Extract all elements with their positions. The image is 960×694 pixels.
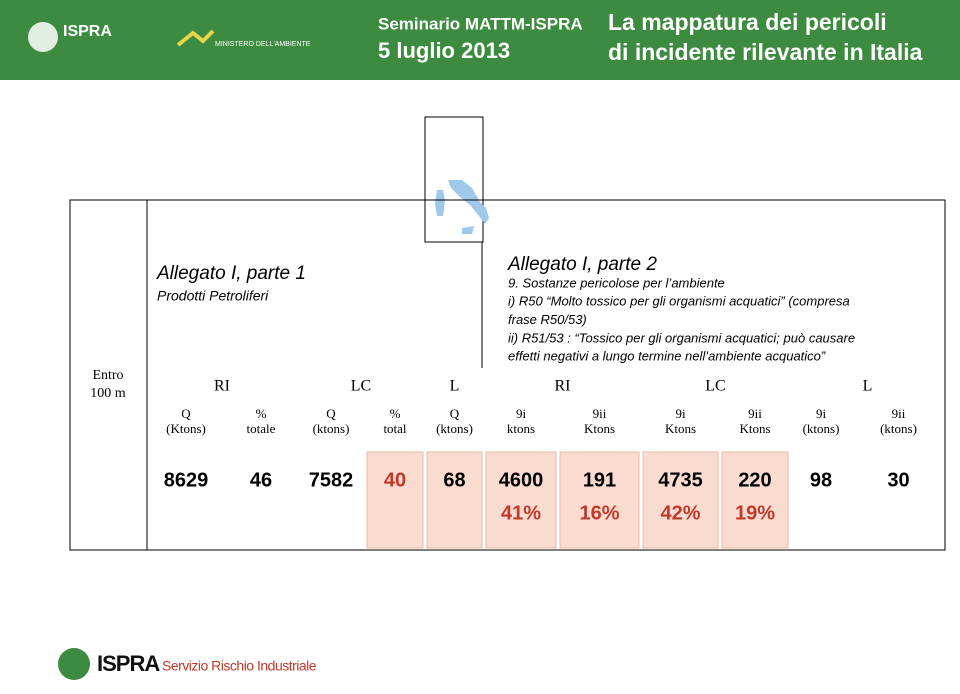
- ministry-text: MINISTERO DELL'AMBIENTE: [215, 41, 311, 48]
- part-title: Allegato I, parte 2: [507, 254, 657, 275]
- group-label: L: [450, 378, 460, 395]
- part-subtitle: Prodotti Petroliferi: [157, 288, 269, 304]
- column-header: total: [383, 421, 406, 436]
- part-line: frase R50/53): [508, 312, 587, 327]
- percentage: 19%: [735, 502, 775, 524]
- ministry-icon: [176, 29, 215, 47]
- column-header: (Ktons): [166, 421, 206, 436]
- column-header: 9i: [816, 406, 827, 421]
- cell: [485, 451, 557, 549]
- footer-service: Servizio Rischio Industriale: [162, 658, 317, 674]
- value: 30: [887, 469, 909, 491]
- percentage: 16%: [579, 502, 619, 524]
- cell: [642, 451, 719, 549]
- group-label: RI: [214, 378, 230, 395]
- event: Seminario MATTM-ISPRA: [378, 14, 583, 33]
- map-sardinia: [435, 190, 445, 216]
- value: 4735: [658, 469, 703, 491]
- column-header: 9ii: [892, 406, 906, 421]
- value: 68: [443, 469, 465, 491]
- column-header: 9ii: [593, 406, 607, 421]
- emblem: [28, 22, 58, 52]
- column-header: Q: [326, 406, 336, 421]
- column-header: 9i: [675, 406, 686, 421]
- column-header: ktons: [507, 421, 535, 436]
- value: 46: [250, 469, 272, 491]
- title-line: di incidente rilevante in Italia: [608, 39, 923, 65]
- column-header: Ktons: [584, 421, 615, 436]
- date: 5 luglio 2013: [378, 38, 510, 63]
- column-header: (ktons): [803, 421, 840, 436]
- cell: [426, 451, 483, 549]
- part-line: effetti negativi a lungo termine nell’am…: [508, 349, 826, 364]
- column-header: (ktons): [436, 421, 473, 436]
- map-italy: [448, 180, 489, 224]
- banner: [0, 0, 960, 80]
- group-label: L: [863, 378, 873, 395]
- column-header: (ktons): [313, 421, 350, 436]
- footer-emblem: [58, 648, 90, 680]
- row-label: Entro: [92, 368, 123, 383]
- value: 7582: [309, 469, 354, 491]
- part-line: 9. Sostanze pericolose per l’ambiente: [508, 275, 725, 290]
- column-header: Ktons: [739, 421, 770, 436]
- column-header: Ktons: [665, 421, 696, 436]
- value: 8629: [164, 469, 209, 491]
- row-label: 100 m: [90, 386, 126, 401]
- part-line: ii) R51/53 : “Tossico per gli organismi …: [508, 330, 855, 345]
- footer-brand: ISPRA: [97, 651, 160, 676]
- part-title: Allegato I, parte 1: [156, 263, 306, 284]
- column-header: (ktons): [880, 421, 917, 436]
- value: 40: [384, 469, 406, 491]
- value: 220: [738, 469, 771, 491]
- value: 98: [810, 469, 832, 491]
- percentage: 42%: [660, 502, 700, 524]
- title-line: La mappatura dei pericoli: [608, 9, 887, 35]
- column-header: Q: [181, 406, 191, 421]
- column-header: 9i: [516, 406, 527, 421]
- column-header: totale: [247, 421, 276, 436]
- column-header: %: [256, 406, 267, 421]
- table-border: [69, 199, 946, 551]
- column-header: %: [390, 406, 401, 421]
- cell: [559, 451, 640, 549]
- value: 191: [583, 469, 616, 491]
- cell: [366, 451, 424, 549]
- part-line: i) R50 “Molto tossico per gli organismi …: [508, 294, 850, 309]
- group-label: LC: [351, 378, 371, 395]
- column-header: 9ii: [748, 406, 762, 421]
- percentage: 41%: [501, 502, 541, 524]
- group-label: RI: [555, 378, 571, 395]
- logo-text: ISPRA: [63, 23, 112, 40]
- value: 4600: [499, 469, 544, 491]
- cell: [721, 451, 789, 549]
- column-header: Q: [450, 406, 460, 421]
- table: Entro 100 m Allegato I, parte 1 Prodotti…: [69, 199, 946, 551]
- map-frame: [424, 116, 484, 243]
- map-sicily: [462, 226, 474, 234]
- group-label: LC: [705, 378, 725, 395]
